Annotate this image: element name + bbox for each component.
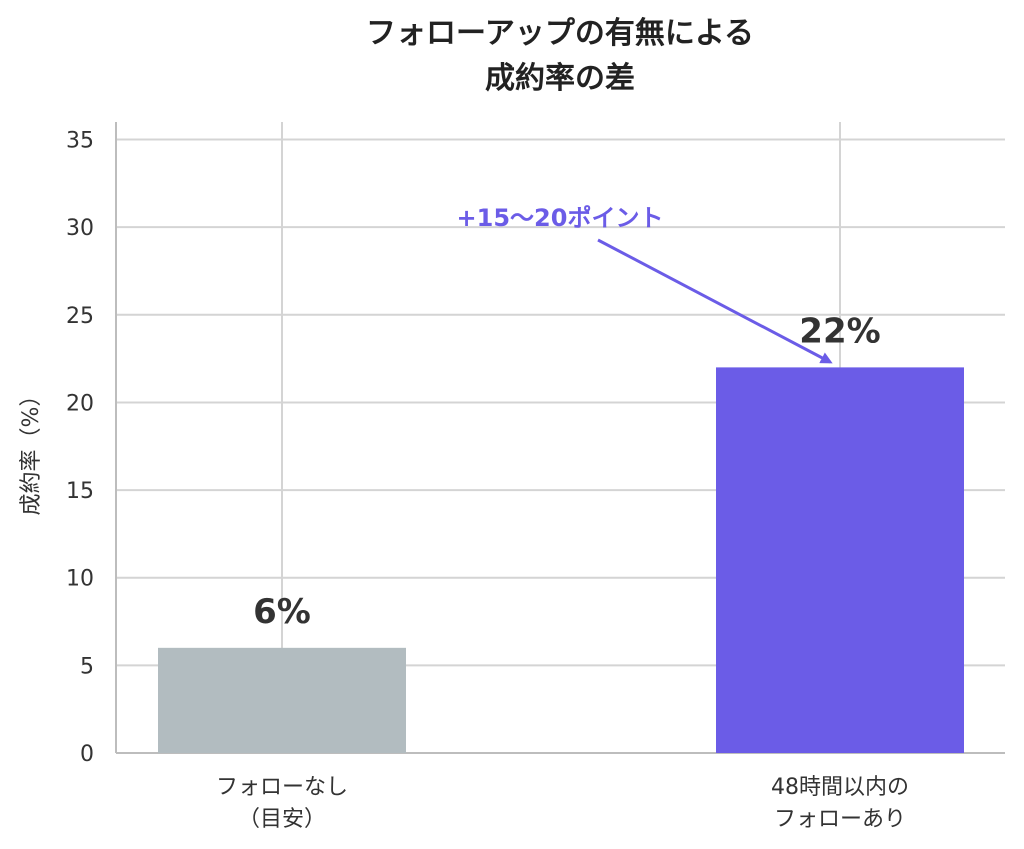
bar-0 — [158, 647, 406, 753]
value-labels: 6% 22% — [253, 311, 881, 631]
category-label-1-line-0: 48時間以内の — [771, 775, 909, 800]
category-label-0-line-1: （目安） — [238, 807, 326, 832]
y-tick-label: 10 — [66, 567, 94, 592]
chart-title-line-2: 成約率の差 — [485, 61, 635, 96]
y-tick-labels: 0 5 10 15 20 25 30 35 — [66, 129, 94, 767]
bars — [158, 367, 964, 753]
value-label-1: 22% — [799, 311, 880, 351]
annotation-arrow — [597, 238, 833, 364]
annotation-text: +15〜20ポイント — [457, 204, 664, 232]
category-label-1-line-1: フォローあり — [774, 807, 906, 832]
y-tick-label: 15 — [66, 479, 94, 504]
y-tick-label: 5 — [80, 654, 94, 679]
y-tick-label: 35 — [66, 129, 94, 154]
y-tick-label: 25 — [66, 304, 94, 329]
chart-title-line-1: フォローアップの有無による — [366, 16, 754, 51]
annotation: +15〜20ポイント — [457, 204, 833, 364]
chart-title: フォローアップの有無による 成約率の差 — [366, 16, 754, 96]
value-label-0: 6% — [253, 592, 311, 632]
category-label-0-line-0: フォローなし — [216, 775, 348, 800]
y-tick-label: 20 — [66, 391, 94, 416]
y-tick-label: 0 — [80, 742, 94, 767]
y-tick-label: 30 — [66, 216, 94, 241]
y-axis-label: 成約率（%） — [19, 385, 44, 516]
bar-1 — [716, 367, 964, 753]
